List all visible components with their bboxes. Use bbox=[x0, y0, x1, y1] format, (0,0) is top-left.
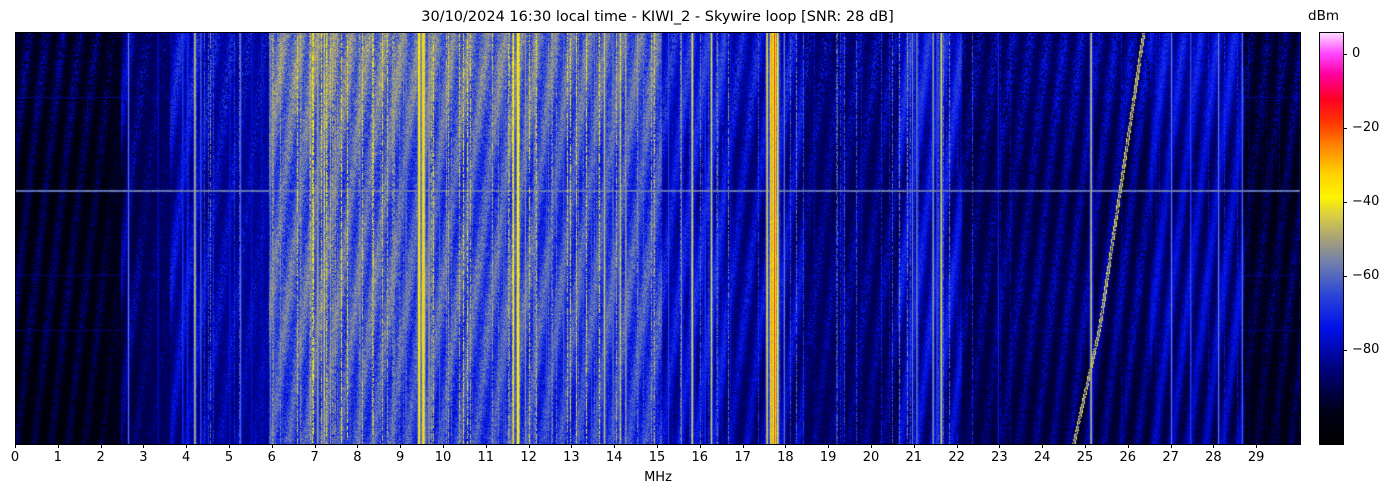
x-tick-mark bbox=[314, 444, 316, 448]
colorbar-tick-label: 0 bbox=[1352, 46, 1361, 62]
x-tick-label: 3 bbox=[139, 450, 148, 465]
x-tick-mark bbox=[1127, 444, 1129, 448]
x-tick-mark bbox=[1256, 444, 1258, 448]
colorbar-tick-mark bbox=[1343, 276, 1347, 278]
colorbar-tick-mark bbox=[1343, 128, 1347, 130]
x-tick-label: 16 bbox=[691, 450, 709, 465]
x-tick-mark bbox=[271, 444, 273, 448]
x-tick-mark bbox=[871, 444, 872, 448]
x-tick-label: 21 bbox=[905, 450, 923, 465]
x-tick-label: 28 bbox=[1205, 450, 1222, 465]
x-tick-mark bbox=[956, 444, 958, 448]
x-tick-label: 4 bbox=[182, 450, 191, 465]
x-tick-mark bbox=[828, 444, 830, 448]
x-tick-label: 18 bbox=[777, 450, 794, 465]
x-tick-mark bbox=[785, 444, 787, 448]
x-tick-label: 7 bbox=[310, 450, 319, 465]
colorbar-tick-mark bbox=[1343, 202, 1347, 204]
x-tick-label: 1 bbox=[53, 450, 62, 465]
x-tick-mark bbox=[186, 444, 188, 448]
x-tick-label: 15 bbox=[648, 450, 666, 465]
x-tick-mark bbox=[999, 444, 1001, 448]
x-tick-mark bbox=[229, 444, 230, 448]
x-tick-mark bbox=[1085, 444, 1086, 448]
colorbar-tick-label: −80 bbox=[1352, 342, 1380, 358]
x-tick-label: 10 bbox=[434, 450, 452, 465]
x-tick-mark bbox=[571, 444, 573, 448]
colorbar-tick-label: −60 bbox=[1352, 268, 1380, 284]
colorbar-tick-mark bbox=[1343, 350, 1347, 352]
x-tick-label: 27 bbox=[1162, 450, 1179, 465]
x-tick-label: 6 bbox=[267, 450, 276, 465]
x-tick-mark bbox=[443, 444, 444, 448]
waterfall-canvas[interactable] bbox=[16, 33, 1300, 444]
x-tick-mark bbox=[913, 444, 915, 448]
x-axis-label: MHz bbox=[644, 470, 672, 485]
x-tick-label: 8 bbox=[353, 450, 362, 465]
x-tick-mark bbox=[528, 444, 530, 448]
colorbar-ticks: 0 −20 −40 −60 −80 bbox=[1343, 32, 1398, 443]
x-tick-mark bbox=[57, 444, 59, 448]
x-tick-mark bbox=[742, 444, 744, 448]
x-tick-label: 17 bbox=[734, 450, 751, 465]
x-tick-mark bbox=[1213, 444, 1215, 448]
x-tick-mark bbox=[657, 444, 658, 448]
x-tick-label: 19 bbox=[819, 450, 837, 465]
x-tick-mark bbox=[485, 444, 487, 448]
colorbar-gradient bbox=[1320, 33, 1343, 444]
x-tick-label: 24 bbox=[1033, 450, 1051, 465]
x-tick-label: 26 bbox=[1119, 450, 1137, 465]
x-tick-mark bbox=[15, 444, 16, 448]
x-tick-label: 9 bbox=[396, 450, 405, 465]
x-tick-label: 13 bbox=[563, 450, 580, 465]
x-tick-label: 14 bbox=[605, 450, 623, 465]
x-tick-mark bbox=[100, 444, 102, 448]
colorbar[interactable] bbox=[1319, 32, 1344, 445]
x-axis: 0 1 2 3 4 5 6 7 8 9 10 11 12 13 14 15 16 17 18 19 20 21 22 23 24… bbox=[11, 444, 1301, 484]
x-tick-label: 0 bbox=[10, 450, 20, 465]
colorbar-tick-label: −40 bbox=[1352, 194, 1380, 210]
x-tick-label: 23 bbox=[991, 450, 1008, 465]
x-tick-mark bbox=[614, 444, 616, 448]
x-tick-label: 12 bbox=[520, 450, 537, 465]
x-tick-mark bbox=[400, 444, 402, 448]
x-tick-label: 29 bbox=[1247, 450, 1265, 465]
x-tick-mark bbox=[1170, 444, 1172, 448]
x-tick-label: 20 bbox=[862, 450, 880, 465]
x-tick-label: 22 bbox=[948, 450, 965, 465]
x-tick-label: 11 bbox=[477, 450, 495, 465]
colorbar-tick-mark bbox=[1343, 54, 1347, 56]
x-tick-label: 5 bbox=[224, 450, 234, 465]
x-tick-mark bbox=[1042, 444, 1044, 448]
x-tick-mark bbox=[699, 444, 701, 448]
x-tick-label: 2 bbox=[96, 450, 105, 465]
waterfall-plot-area[interactable] bbox=[15, 32, 1301, 445]
colorbar-tick-label: −20 bbox=[1352, 120, 1380, 136]
x-tick-mark bbox=[357, 444, 359, 448]
colorbar-title: dBm bbox=[1308, 8, 1339, 24]
x-tick-label: 25 bbox=[1076, 450, 1094, 465]
x-tick-mark bbox=[143, 444, 145, 448]
page-title: 30/10/2024 16:30 local time - KIWI_2 - S… bbox=[421, 9, 894, 25]
